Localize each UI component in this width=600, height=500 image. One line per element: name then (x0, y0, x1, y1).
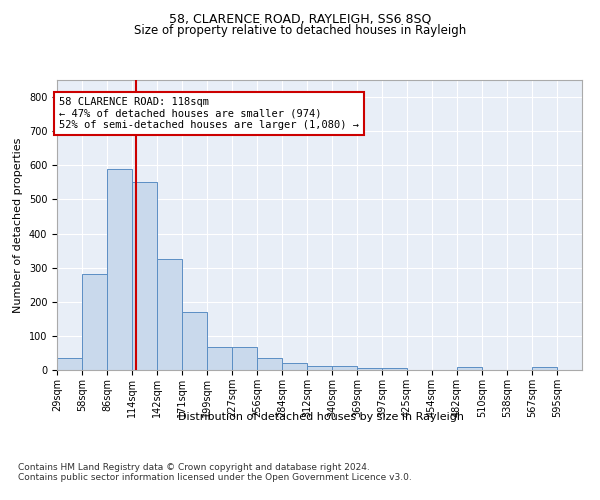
Text: 58, CLARENCE ROAD, RAYLEIGH, SS6 8SQ: 58, CLARENCE ROAD, RAYLEIGH, SS6 8SQ (169, 12, 431, 26)
Bar (208, 347, 232, 370)
Text: Contains HM Land Registry data © Crown copyright and database right 2024.
Contai: Contains HM Land Registry data © Crown c… (18, 462, 412, 482)
Text: Size of property relative to detached houses in Rayleigh: Size of property relative to detached ho… (134, 24, 466, 37)
Bar (133, 182, 157, 370)
Bar (257, 358, 281, 370)
Text: Distribution of detached houses by size in Rayleigh: Distribution of detached houses by size … (178, 412, 464, 422)
Bar (332, 366, 356, 370)
Y-axis label: Number of detached properties: Number of detached properties (13, 138, 23, 312)
Bar (307, 366, 332, 370)
Bar (232, 347, 257, 370)
Bar (532, 368, 557, 370)
Bar (157, 259, 182, 370)
Bar (58, 358, 82, 370)
Bar (182, 312, 206, 370)
Bar (457, 368, 482, 370)
Bar (107, 168, 131, 370)
Bar (382, 368, 407, 370)
Bar (82, 274, 107, 370)
Bar (358, 368, 382, 370)
Bar (283, 363, 307, 370)
Text: 58 CLARENCE ROAD: 118sqm
← 47% of detached houses are smaller (974)
52% of semi-: 58 CLARENCE ROAD: 118sqm ← 47% of detach… (59, 97, 359, 130)
